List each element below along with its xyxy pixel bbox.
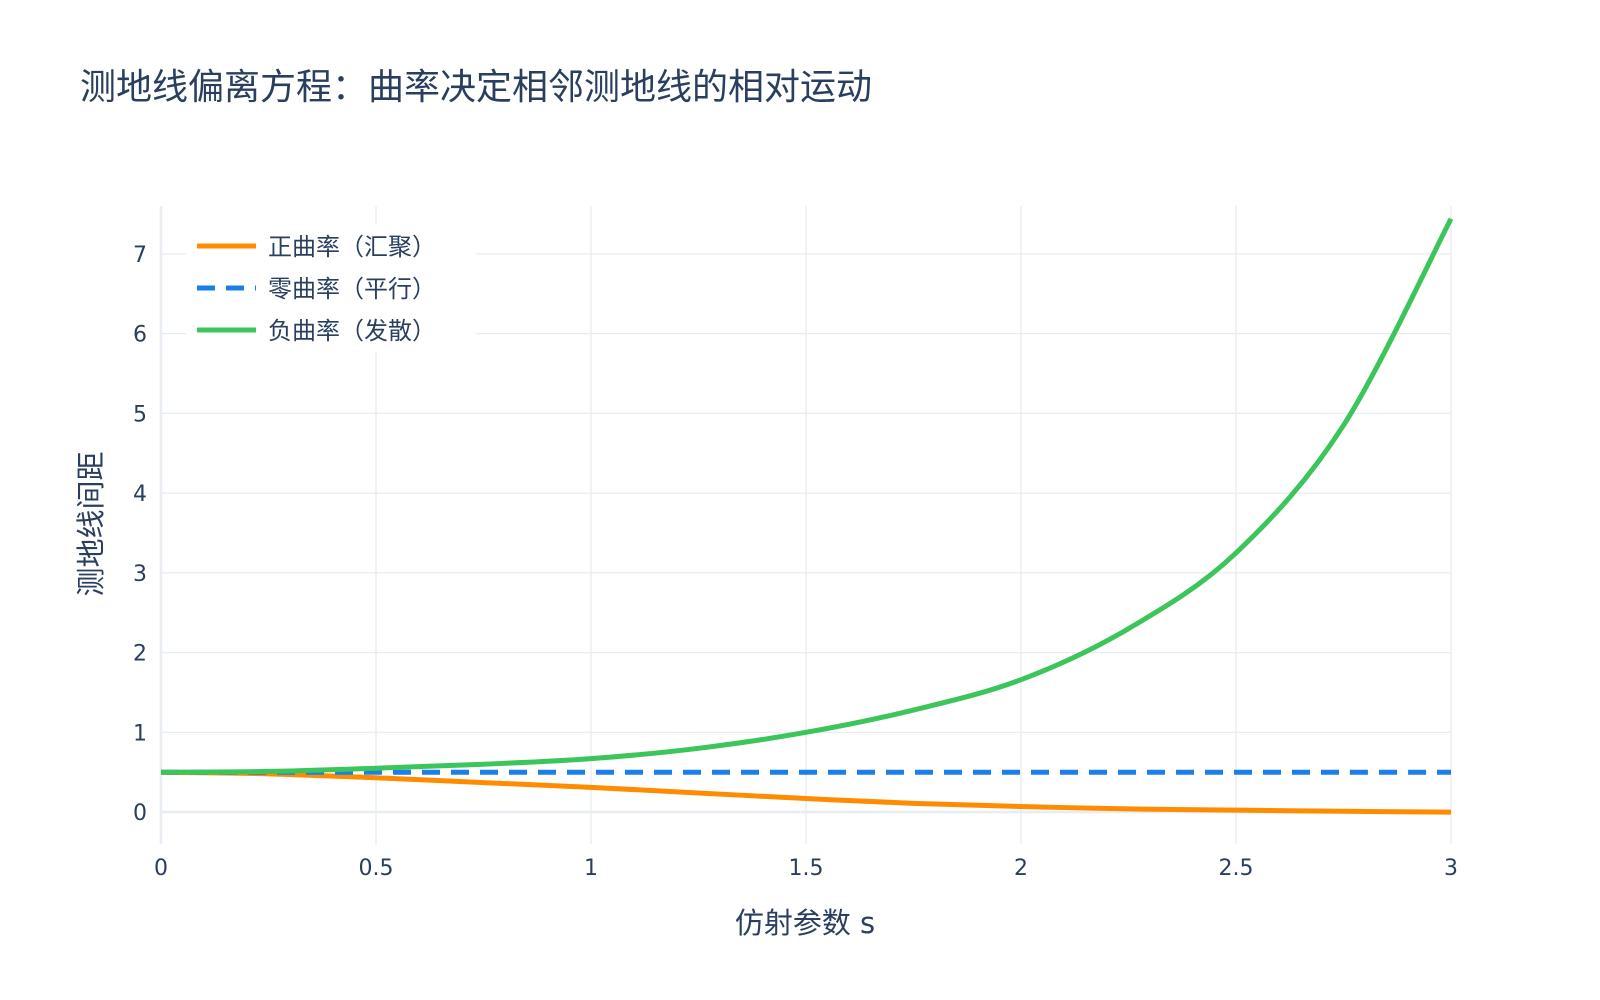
y-tick-label: 4 — [133, 482, 147, 507]
x-axis-title: 仿射参数 s — [735, 906, 875, 940]
y-tick-label: 1 — [133, 721, 147, 746]
legend: 正曲率（汇聚） 零曲率（平行） 负曲率（发散） — [186, 224, 476, 352]
series-line-negative-curvature — [160, 217, 1454, 775]
x-tick-label: 1.5 — [789, 856, 824, 881]
chart-title: 测地线偏离方程：曲率决定相邻测地线的相对运动 — [80, 67, 872, 108]
x-tick-label: 0.5 — [359, 856, 394, 881]
y-tick-label: 6 — [133, 323, 147, 348]
y-tick-label: 7 — [133, 243, 147, 268]
plot-area — [160, 217, 1454, 815]
grid — [159, 206, 1452, 844]
y-tick-label: 2 — [133, 642, 147, 667]
y-tick-label: 3 — [133, 562, 147, 587]
axis-ticks: 0 0.5 1 1.5 2 2.5 3 0 1 2 3 4 5 6 7 — [133, 243, 1458, 881]
legend-label: 负曲率（发散） — [268, 317, 436, 345]
x-tick-label: 1 — [584, 856, 598, 881]
series-line-positive-curvature — [160, 769, 1452, 815]
legend-label: 正曲率（汇聚） — [268, 233, 436, 261]
legend-label: 零曲率（平行） — [268, 275, 436, 303]
y-axis-title: 测地线间距 — [74, 451, 108, 596]
x-tick-label: 0 — [154, 856, 168, 881]
x-tick-label: 3 — [1444, 856, 1458, 881]
x-tick-label: 2.5 — [1219, 856, 1254, 881]
legend-item: 零曲率（平行） — [197, 275, 436, 303]
y-tick-label: 5 — [133, 402, 147, 427]
x-tick-label: 2 — [1014, 856, 1028, 881]
legend-item: 正曲率（汇聚） — [197, 233, 436, 261]
legend-item: 负曲率（发散） — [197, 317, 436, 345]
y-tick-label: 0 — [133, 801, 147, 826]
